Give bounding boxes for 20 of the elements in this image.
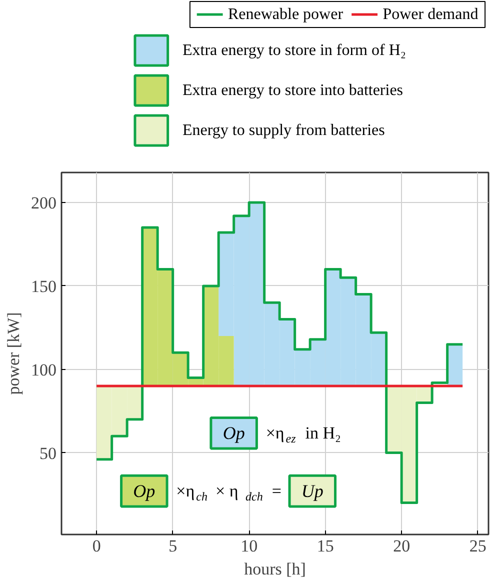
y-tick-label: 100 (31, 360, 56, 380)
y-tick-label: 200 (31, 194, 56, 213)
legend-label: Energy to supply from batteries (182, 122, 385, 139)
annotation: Op (222, 423, 245, 444)
legend-label: Power demand (382, 6, 478, 23)
y-tick-label: 150 (31, 276, 56, 296)
x-tick-label: 5 (168, 536, 178, 556)
x-tick-label: 20 (393, 536, 410, 556)
x-tick-label: 0 (92, 536, 101, 556)
annotation: Op (133, 481, 156, 502)
x-tick-label: 10 (240, 536, 258, 556)
legend-label: Extra energy to store in form of H₂ (182, 42, 406, 59)
x-tick-label: 25 (469, 536, 486, 556)
x-tick-label: 15 (316, 536, 334, 556)
legend-label: Extra energy to store into batteries (182, 82, 404, 99)
y-axis-title: power [kW] (4, 312, 23, 395)
legend-label: Renewable power (228, 6, 344, 23)
x-axis-title: hours [h] (244, 560, 306, 578)
annotation: Up (301, 481, 324, 502)
y-tick-label: 50 (40, 444, 56, 463)
